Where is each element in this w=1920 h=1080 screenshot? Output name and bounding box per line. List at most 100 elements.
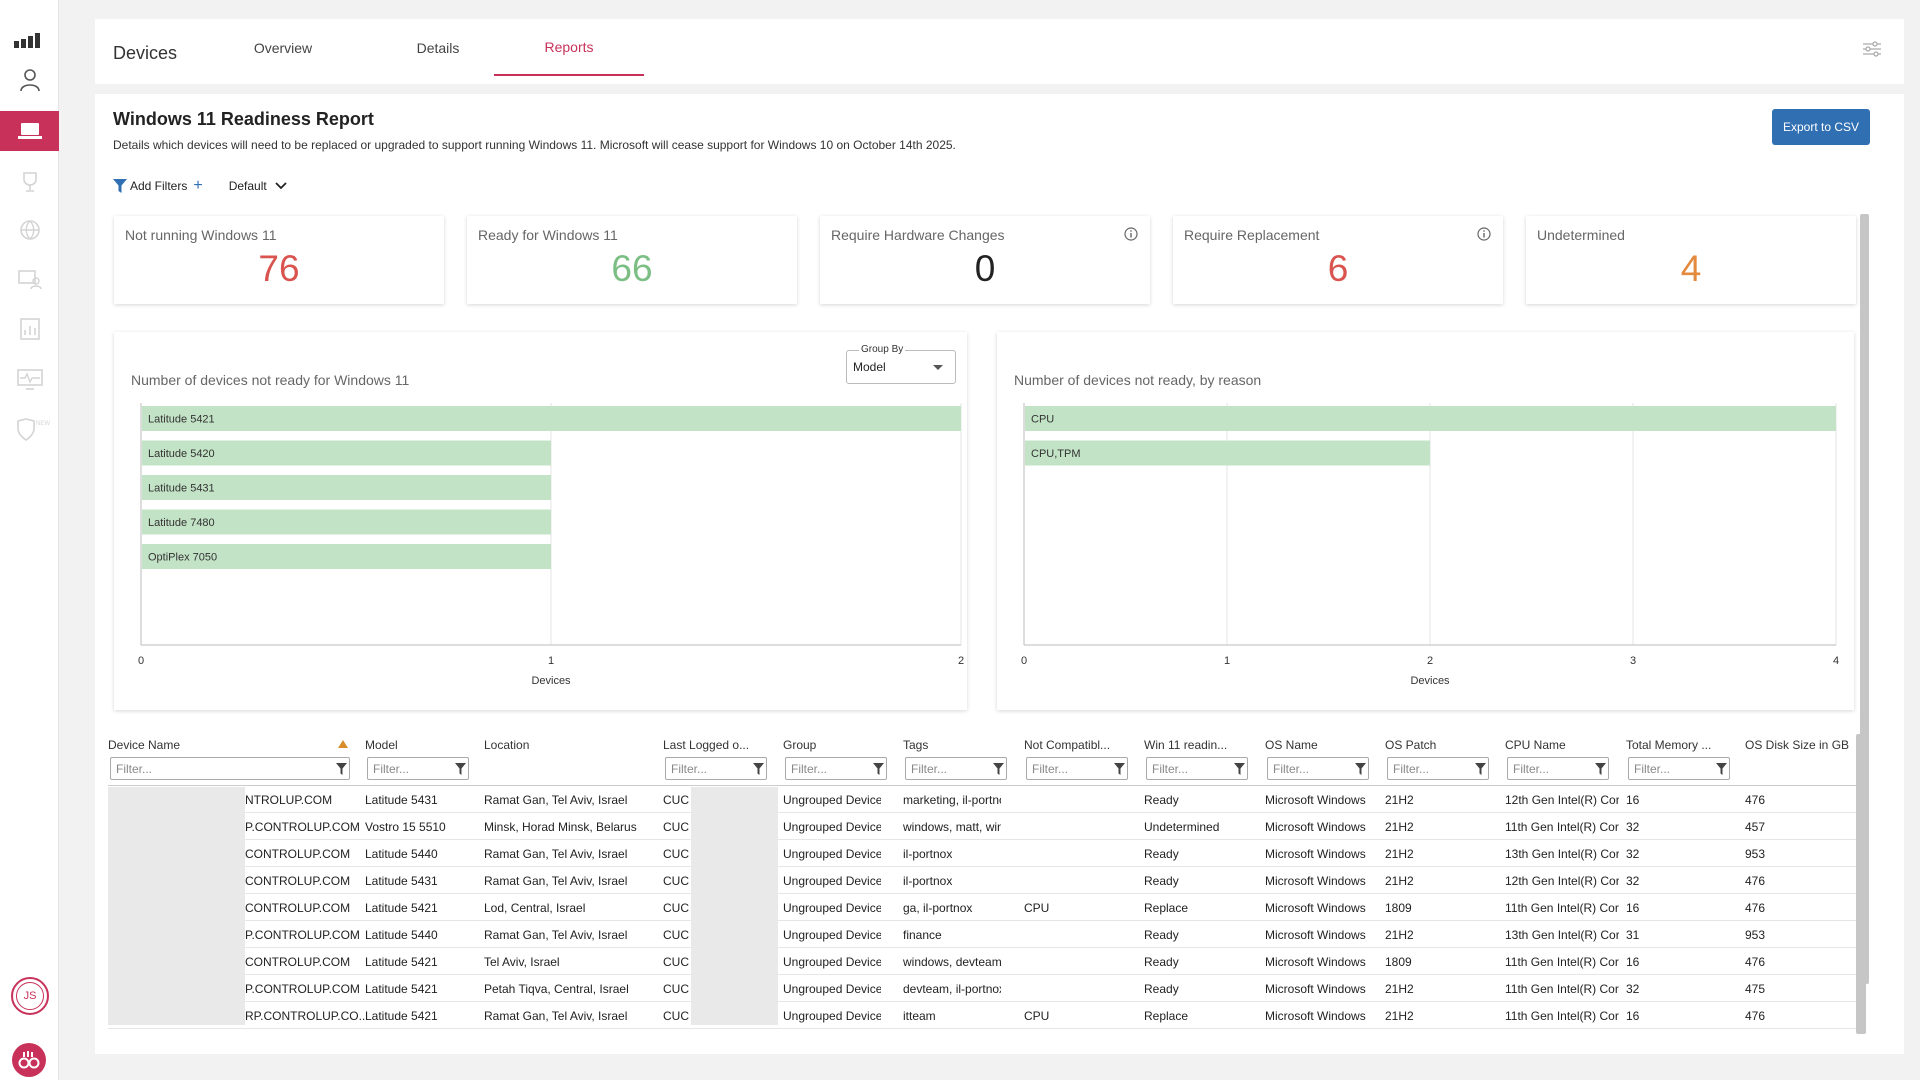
filter-icon[interactable]: [993, 763, 1004, 775]
view-select[interactable]: Default: [229, 179, 287, 193]
filter-icon[interactable]: [1475, 763, 1486, 775]
sidebar-item-reports[interactable]: [0, 309, 59, 349]
table-cell: Ready: [1144, 847, 1179, 861]
filter-icon[interactable]: [1234, 763, 1245, 775]
column-header[interactable]: Tags: [903, 738, 929, 752]
table-row[interactable]: P.CONTROLUP.COM Latitude 5421 Petah Tiqva,…: [108, 975, 1856, 1002]
table-cell: Microsoft Windows 1: [1265, 901, 1366, 915]
column-filter-input[interactable]: [905, 757, 1007, 780]
filter-icon[interactable]: [1595, 763, 1606, 775]
table-row[interactable]: CONTROLUP.COM Latitude 5421 Lod, Central, …: [108, 894, 1856, 921]
kpi-value: 66: [611, 248, 653, 289]
group-by-select[interactable]: Group By Model: [846, 344, 956, 384]
table-cell: Latitude 5431: [365, 874, 438, 888]
sort-ascending-icon[interactable]: [338, 740, 348, 748]
column-header[interactable]: Last Logged o...: [663, 738, 750, 752]
sidebar-item-devices[interactable]: [0, 111, 59, 151]
table-cell: CONTROLUP.COM: [245, 901, 351, 915]
column-header[interactable]: OS Name: [1265, 738, 1318, 752]
sidebar-item-monitoring[interactable]: [0, 359, 59, 399]
kpi-require-hardware-changes[interactable]: Require Hardware Changes 0: [820, 216, 1150, 304]
filter-icon[interactable]: [1355, 763, 1366, 775]
table-cell: Microsoft Windows 1: [1265, 982, 1366, 996]
table-row[interactable]: CONTROLUP.COM Latitude 5440 Ramat Gan, Tel…: [108, 840, 1856, 867]
tab-overview[interactable]: Overview: [253, 39, 313, 56]
kpi-not-running-win11[interactable]: Not running Windows 11 76: [114, 216, 444, 304]
column-filter-input[interactable]: [1267, 757, 1369, 780]
table-row[interactable]: RP.CONTROLUP.CO... Latitude 5421 Ramat Gan…: [108, 1002, 1856, 1029]
table-row[interactable]: NTROLUP.COM Latitude 5431 Ramat Gan, Tel A…: [108, 786, 1856, 813]
column-header[interactable]: Location: [484, 738, 530, 752]
sidebar-item-sessions[interactable]: [0, 259, 59, 299]
table-cell: CUC: [663, 847, 689, 861]
column-filter-input[interactable]: [1507, 757, 1609, 780]
filter-icon[interactable]: [336, 763, 347, 775]
info-icon[interactable]: [1477, 227, 1491, 241]
laptop-icon: [17, 123, 42, 139]
table-row[interactable]: P.CONTROLUP.COM Latitude 5440 Ramat Gan, T…: [108, 921, 1856, 948]
bar-label: CPU,TPM: [1031, 448, 1081, 460]
sidebar-item-users[interactable]: [0, 60, 59, 100]
tab-details[interactable]: Details: [416, 39, 460, 56]
filter-icon[interactable]: [753, 763, 764, 775]
column-header[interactable]: OS Disk Size in GB: [1745, 738, 1850, 752]
x-axis-label: Devices: [1410, 675, 1450, 687]
column-filter-input[interactable]: [665, 757, 767, 780]
table-row[interactable]: CONTROLUP.COM Latitude 5421 Tel Aviv, Isra…: [108, 948, 1856, 975]
column-filter-input[interactable]: [1387, 757, 1489, 780]
column-filter-input[interactable]: [785, 757, 887, 780]
export-csv-button[interactable]: Export to CSV: [1772, 109, 1870, 145]
table-cell: 32: [1626, 847, 1640, 861]
sidebar-item-security[interactable]: NEW: [0, 410, 59, 450]
column-filter-input[interactable]: [1146, 757, 1248, 780]
column-header[interactable]: Group: [783, 738, 817, 752]
x-axis-label: Devices: [531, 675, 571, 687]
column-header[interactable]: OS Patch: [1385, 738, 1437, 752]
column-filter-input[interactable]: [1026, 757, 1128, 780]
column-header[interactable]: Device Name: [108, 738, 181, 752]
filter-icon[interactable]: [455, 763, 466, 775]
filter-bar: Add Filters + Default: [113, 176, 287, 196]
page-title: Devices: [113, 43, 178, 63]
table-cell: 21H2: [1385, 820, 1414, 834]
table-cell: 1809: [1385, 901, 1412, 915]
chart-panel-by-model: Number of devices not ready for Windows …: [114, 332, 967, 710]
kpi-undetermined[interactable]: Undetermined 4: [1526, 216, 1856, 304]
kpi-ready-for-win11[interactable]: Ready for Windows 11 66: [467, 216, 797, 304]
column-header[interactable]: Model: [365, 738, 398, 752]
column-filter-input[interactable]: [1628, 757, 1730, 780]
column-header[interactable]: Win 11 readin...: [1144, 738, 1228, 752]
sidebar-item-dashboard[interactable]: [0, 20, 59, 60]
tab-reports[interactable]: Reports: [494, 19, 644, 76]
table-cell: 16: [1626, 901, 1640, 915]
table-row[interactable]: P.CONTROLUP.COM Vostro 15 5510 Minsk, Hora…: [108, 813, 1856, 840]
table-cell: Ungrouped Devices: [783, 901, 881, 915]
report-title: Windows 11 Readiness Report: [113, 109, 374, 129]
table-cell: 32: [1626, 982, 1640, 996]
column-header[interactable]: Total Memory ...: [1626, 738, 1712, 752]
sidebar-item-web[interactable]: [0, 210, 59, 250]
sidebar-item-achievements[interactable]: [0, 162, 59, 202]
column-header[interactable]: Not Compatibl...: [1024, 738, 1111, 752]
filter-icon[interactable]: [1114, 763, 1125, 775]
table-cell: CUC: [663, 793, 689, 807]
bar-label: Latitude 5420: [148, 448, 215, 460]
column-filter-input[interactable]: [367, 757, 469, 780]
table-row[interactable]: CONTROLUP.COM Latitude 5431 Ramat Gan, Tel…: [108, 867, 1856, 894]
column-header[interactable]: CPU Name: [1505, 738, 1566, 752]
column-filter-input[interactable]: [110, 757, 350, 780]
table-cell: devteam, il-portnox: [903, 982, 1001, 996]
info-icon[interactable]: [1124, 227, 1138, 241]
table-cell: Replace: [1144, 901, 1189, 915]
filter-icon[interactable]: [1716, 763, 1727, 775]
page-header: Devices Overview Details Reports: [95, 19, 1904, 84]
page-scrollbar[interactable]: [1860, 214, 1869, 984]
user-avatar[interactable]: JS: [11, 977, 49, 1015]
kpi-label: Undetermined: [1537, 227, 1625, 243]
table-cell: Replace: [1144, 1009, 1189, 1023]
filter-icon[interactable]: [873, 763, 884, 775]
table-cell: CPU: [1024, 901, 1050, 915]
kpi-require-replacement[interactable]: Require Replacement 6: [1173, 216, 1503, 304]
column-settings-button[interactable]: [1862, 41, 1882, 62]
add-filters-button[interactable]: Add Filters +: [113, 177, 203, 195]
